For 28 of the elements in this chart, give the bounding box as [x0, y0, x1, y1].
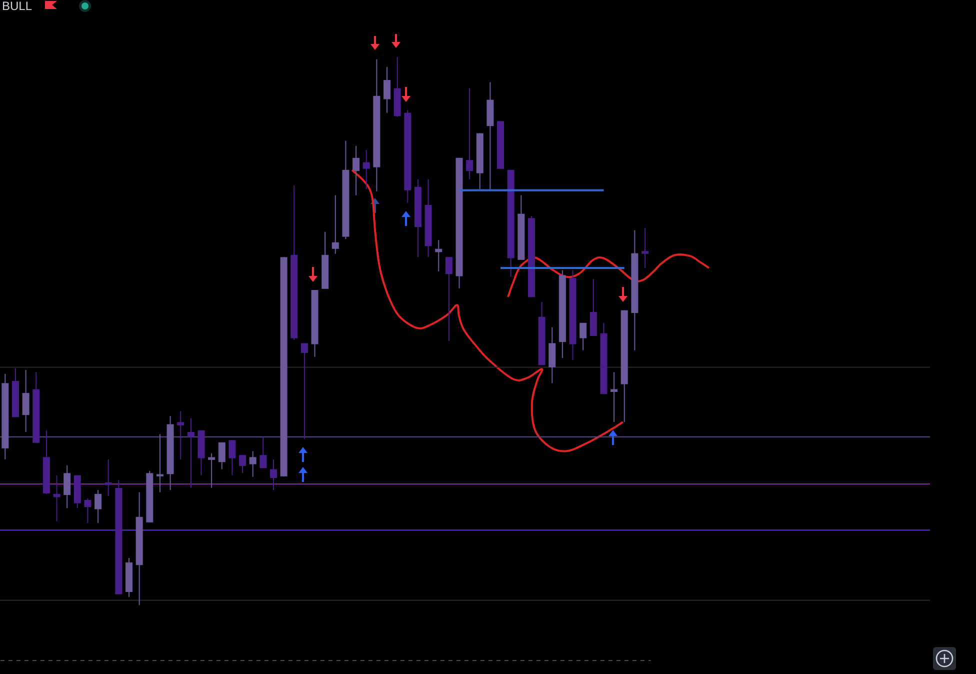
candlestick [362, 150, 370, 190]
candlestick [445, 256, 452, 342]
candlestick [580, 322, 587, 351]
candlestick [270, 458, 277, 491]
candlestick [64, 464, 71, 509]
candlestick [332, 194, 339, 254]
candlestick [352, 145, 360, 196]
candlestick [156, 434, 164, 493]
candlestick [435, 240, 442, 272]
candlestick [187, 418, 194, 488]
text: BULL [2, 0, 32, 13]
candlestick [300, 342, 308, 440]
candlestick [94, 490, 102, 524]
candlestick [239, 454, 246, 474]
candlestick [610, 372, 618, 423]
candlestick [53, 474, 60, 522]
candlestick [218, 442, 226, 470]
candlestick [466, 88, 474, 180]
candlestick [22, 370, 30, 432]
candlestick [84, 498, 92, 524]
candlestick [383, 66, 391, 114]
candlestick [177, 410, 184, 460]
candlestick [104, 458, 112, 497]
candlestick [208, 452, 216, 488]
candlestick [249, 450, 256, 478]
candlestick [228, 440, 236, 476]
candlestick [641, 228, 649, 269]
candlestick [260, 436, 267, 469]
